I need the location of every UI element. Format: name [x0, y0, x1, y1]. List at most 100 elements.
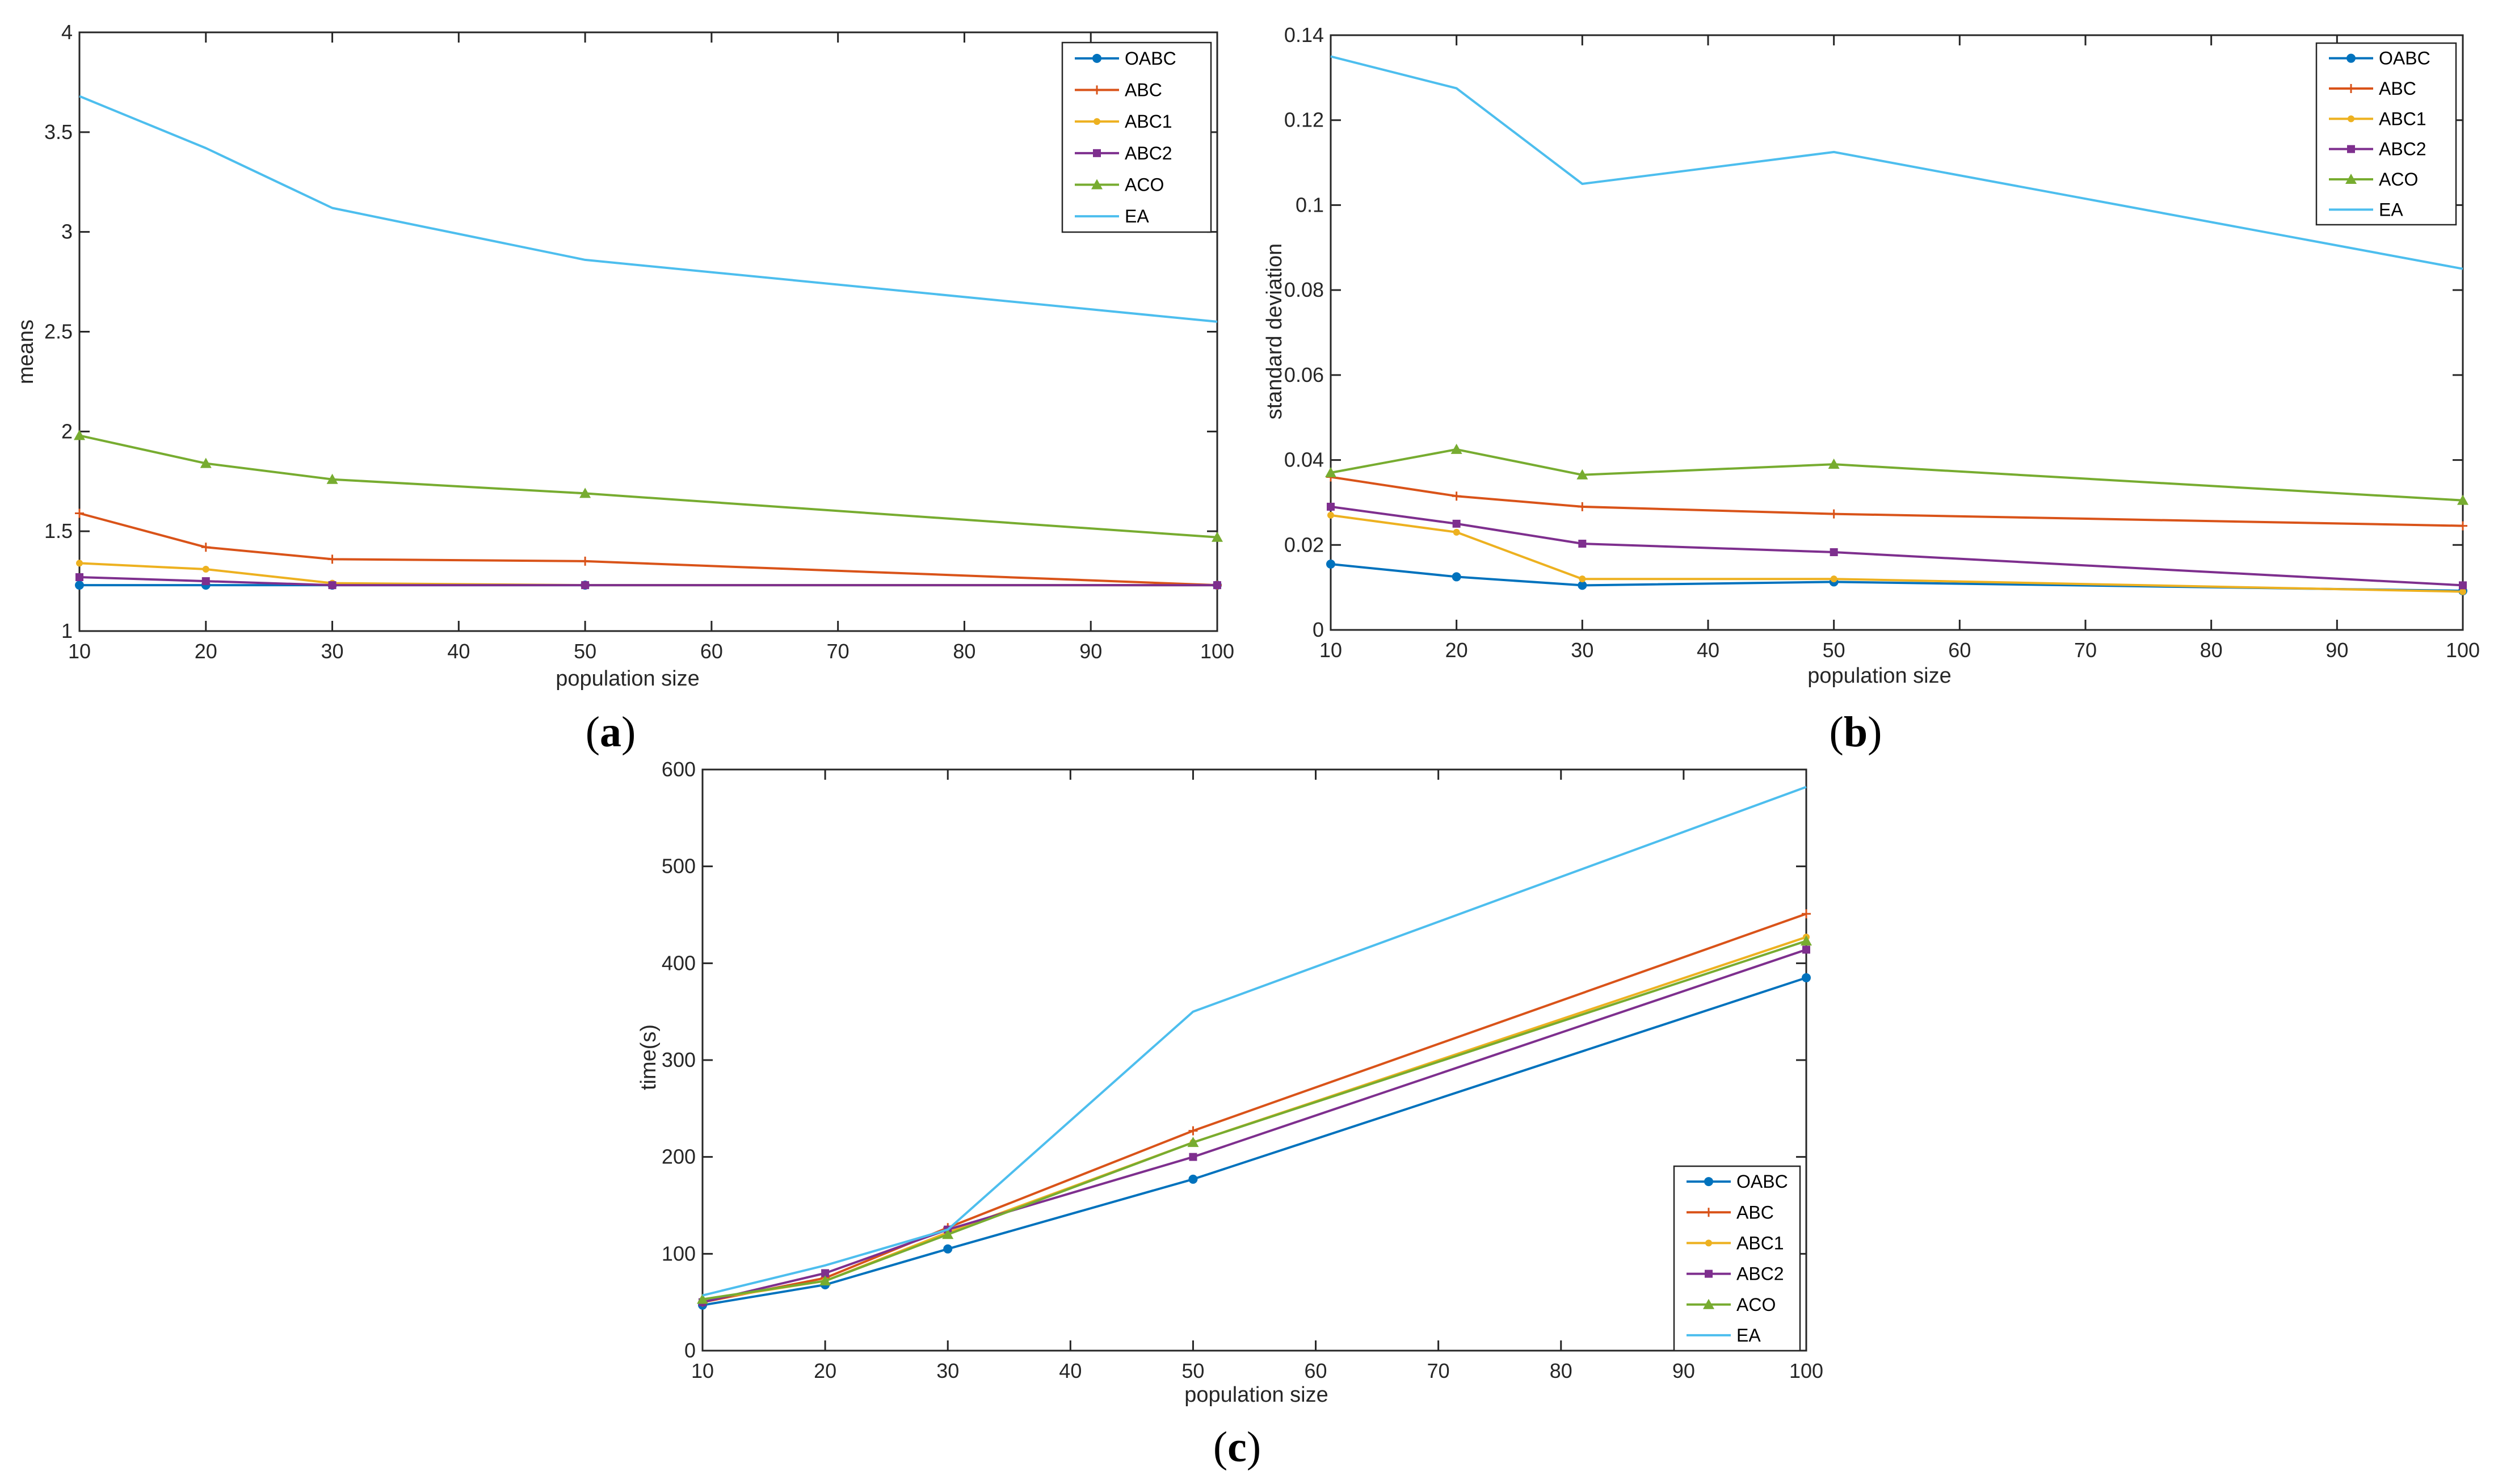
series-line-abc: [702, 913, 1807, 1304]
legend-label: ABC2: [2379, 139, 2426, 159]
series-ea: [702, 785, 1807, 1297]
legend: OABC ABC ABC1 ABC2 ACO EA: [1673, 1165, 1801, 1352]
y-tick-label: 600: [662, 758, 696, 781]
y-tick-label: 1.5: [44, 519, 73, 543]
x-tick-label: 50: [1823, 638, 1845, 662]
series-aco-marker: [1828, 459, 1840, 469]
chart-a: means population size (a) 10 20 30 40 50 60 70…: [14, 20, 1234, 756]
chart-b-caption: (b): [1830, 708, 1882, 756]
legend-item-abc: ABC: [1075, 80, 1162, 100]
series-abc-marker: [1802, 909, 1811, 919]
series-line-ea: [79, 95, 1218, 323]
x-tick-label: 70: [2074, 638, 2097, 662]
legend-label: EA: [1736, 1325, 1761, 1346]
series-line-abc1: [702, 936, 1807, 1302]
series-aco-marker: [1212, 531, 1223, 542]
y-tick-label: 0.08: [1284, 278, 1324, 301]
legend-item-ea: EA: [2329, 199, 2403, 220]
x-tick-label: 10: [1319, 638, 1342, 662]
legend-item-oabc: OABC: [2329, 48, 2430, 69]
series-abc1-marker: [1579, 575, 1586, 583]
legend-label: OABC: [1125, 48, 1176, 69]
legend-box: [1673, 1165, 1801, 1352]
legend-item-abc2: ABC2: [1075, 143, 1172, 163]
y-tick-label: 500: [662, 855, 696, 878]
series-abc2-marker: [1578, 540, 1587, 548]
series-aco-marker: [697, 1293, 708, 1304]
series-oabc-marker: [75, 581, 84, 590]
legend-swatch-marker: [1091, 179, 1103, 190]
legend-label: ABC1: [2379, 108, 2426, 129]
chart-c-xlabel: population size: [1184, 1383, 1328, 1407]
series-abc1-marker: [2459, 588, 2466, 595]
legend-label: OABC: [1736, 1171, 1788, 1192]
y-tick-label: 3: [61, 220, 73, 243]
legend-label: EA: [2379, 199, 2403, 220]
y-tick-label: 300: [662, 1048, 696, 1071]
y-tick-label: 200: [662, 1145, 696, 1168]
legend-swatch-marker: [1705, 1239, 1712, 1247]
series-abc2: [699, 945, 1810, 1306]
series-aco-marker: [326, 473, 338, 484]
series-abc-marker: [327, 554, 337, 564]
x-tick-label: 100: [1200, 640, 1234, 663]
series-abc2-marker: [328, 581, 337, 590]
chart-c-ylabel: time(s): [637, 1024, 661, 1090]
y-tick-label: 2.5: [44, 320, 73, 343]
x-tick-label: 40: [1059, 1359, 1082, 1382]
series-oabc-marker: [943, 1244, 953, 1254]
series-aco-marker: [1325, 467, 1336, 478]
series-abc2: [1327, 502, 2467, 590]
legend-item-abc1: ABC1: [2329, 108, 2426, 129]
legend-item-abc1: ABC1: [1687, 1233, 1784, 1253]
series-abc2-marker: [1213, 581, 1221, 590]
x-tick-label: 10: [68, 640, 91, 663]
chart-c: time(s) population size (c) 10 20 30 40 50 60…: [637, 758, 1823, 1471]
legend-item-aco: ACO: [1075, 175, 1164, 195]
series-oabc-marker: [1578, 581, 1587, 590]
legend-label: ABC: [2379, 78, 2416, 99]
series-abc1-marker: [76, 560, 83, 567]
series-line-oabc: [702, 976, 1807, 1306]
series-line-aco: [702, 940, 1807, 1301]
series-oabc-marker: [1188, 1174, 1198, 1184]
series-oabc-marker: [1452, 572, 1461, 582]
y-tick-label: 0.14: [1284, 23, 1324, 47]
legend-swatch-marker: [1703, 1298, 1714, 1309]
plot-area: [1330, 34, 2464, 631]
legend-label: EA: [1125, 206, 1149, 226]
x-tick-label: 90: [1079, 640, 1102, 663]
series-abc2-marker: [1802, 945, 1810, 954]
legend-label: ABC: [1125, 80, 1162, 100]
series-abc-marker: [201, 543, 211, 552]
chart-a-ylabel: means: [14, 319, 38, 384]
legend-item-abc2: ABC2: [2329, 139, 2426, 159]
y-tick-label: 400: [662, 951, 696, 974]
series-aco-marker: [1801, 935, 1812, 946]
legend-item-abc2: ABC2: [1687, 1264, 1784, 1284]
series-abc2-marker: [2459, 581, 2467, 590]
series-abc-marker: [2458, 521, 2467, 531]
series-abc2-marker: [1189, 1153, 1197, 1161]
legend-swatch-marker: [1704, 1177, 1713, 1187]
legend-label: ABC2: [1125, 143, 1172, 163]
series-abc1-marker: [1453, 528, 1460, 536]
series-abc: [1326, 472, 2467, 531]
series-aco-marker: [74, 430, 85, 440]
legend-swatch-marker: [2346, 84, 2356, 93]
x-tick-label: 80: [1550, 1359, 1572, 1382]
legend-item-oabc: OABC: [1687, 1171, 1788, 1192]
x-tick-label: 60: [1305, 1359, 1327, 1382]
legend-swatch-marker: [1094, 118, 1100, 125]
series-aco-marker: [2457, 494, 2468, 505]
series-abc1-marker: [1830, 575, 1837, 583]
legend-swatch-marker: [2345, 174, 2357, 184]
series-line-aco: [79, 434, 1218, 539]
series-aco-marker: [1450, 443, 1462, 454]
series-abc2-marker: [75, 573, 83, 582]
legend-box: [1061, 41, 1212, 233]
legend-label: ACO: [1125, 175, 1164, 195]
series-abc-marker: [1188, 1126, 1198, 1136]
series-aco-marker: [200, 457, 212, 468]
